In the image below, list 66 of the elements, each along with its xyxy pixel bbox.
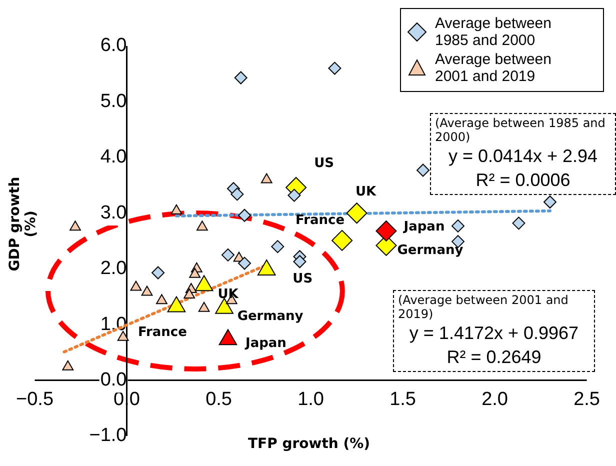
point xyxy=(416,164,430,177)
point xyxy=(260,173,272,184)
point xyxy=(230,188,244,201)
annotation: Japan xyxy=(402,219,445,234)
legend-label: Average between 1985 and 2000 xyxy=(435,15,552,49)
point xyxy=(167,296,186,312)
point xyxy=(293,255,306,268)
annotation: (Average between 2001 and 2019) xyxy=(398,293,570,321)
point xyxy=(184,288,196,299)
point xyxy=(221,248,234,262)
point xyxy=(141,286,153,296)
x-tick-label: 2.5 xyxy=(574,388,600,410)
y-axis-title: GDP growth (%) xyxy=(7,176,39,274)
point xyxy=(234,71,248,84)
x-tick-label: 1.0 xyxy=(298,388,324,410)
x-tick-label: 0.5 xyxy=(206,388,232,410)
annotation: UK xyxy=(355,184,378,200)
point xyxy=(198,302,210,312)
annotation: France xyxy=(138,325,188,340)
x-axis-title: TFP growth (%) xyxy=(248,436,370,452)
point xyxy=(189,268,201,278)
point xyxy=(238,208,252,222)
annotation: R² = 0.0006 xyxy=(474,169,572,192)
point xyxy=(543,196,556,208)
annotation: US xyxy=(314,156,334,171)
point xyxy=(288,188,301,202)
y-tick-label: 3.0 xyxy=(100,202,127,224)
annotation: Germany xyxy=(237,308,304,324)
point xyxy=(130,280,142,291)
point xyxy=(152,266,165,280)
legend-label: Average between 2001 and 2019 xyxy=(435,51,552,85)
y-tick-label: −1.0 xyxy=(89,425,127,446)
point xyxy=(332,230,353,251)
point xyxy=(70,220,81,231)
point xyxy=(218,329,238,346)
y-tick-label: 0.0 xyxy=(100,370,127,391)
annotation: y = 1.4172x + 0.9967 xyxy=(408,322,580,345)
y-tick-label: 5.0 xyxy=(100,90,127,112)
annotation: (Average between 1985 and 2000) xyxy=(435,116,606,144)
point xyxy=(215,298,234,314)
annotation: y = 0.0414x + 2.94 xyxy=(447,145,599,168)
y-tick-label: 6.0 xyxy=(100,35,127,56)
x-tick-label: 2.0 xyxy=(482,388,508,410)
point xyxy=(238,256,252,270)
point xyxy=(328,62,342,75)
annotation: R² = 0.2649 xyxy=(446,346,542,369)
y-tick-label: 2.0 xyxy=(100,258,127,280)
annotation: France xyxy=(296,212,345,228)
point xyxy=(62,360,74,370)
annotation: Japan xyxy=(244,336,286,351)
annotation: US xyxy=(292,271,313,286)
x-tick-label: −0.5 xyxy=(16,388,54,410)
point xyxy=(346,202,368,224)
point xyxy=(170,204,182,214)
y-tick-label: 4.0 xyxy=(100,146,127,168)
point xyxy=(271,240,284,254)
annotation: Germany xyxy=(397,242,464,258)
point xyxy=(376,220,397,242)
point xyxy=(156,294,168,304)
point xyxy=(196,220,208,231)
x-tick-label: 1.5 xyxy=(390,388,416,410)
point xyxy=(451,219,464,232)
point xyxy=(194,275,214,292)
annotation: UK xyxy=(218,286,240,302)
point xyxy=(512,216,526,230)
point xyxy=(117,330,129,341)
